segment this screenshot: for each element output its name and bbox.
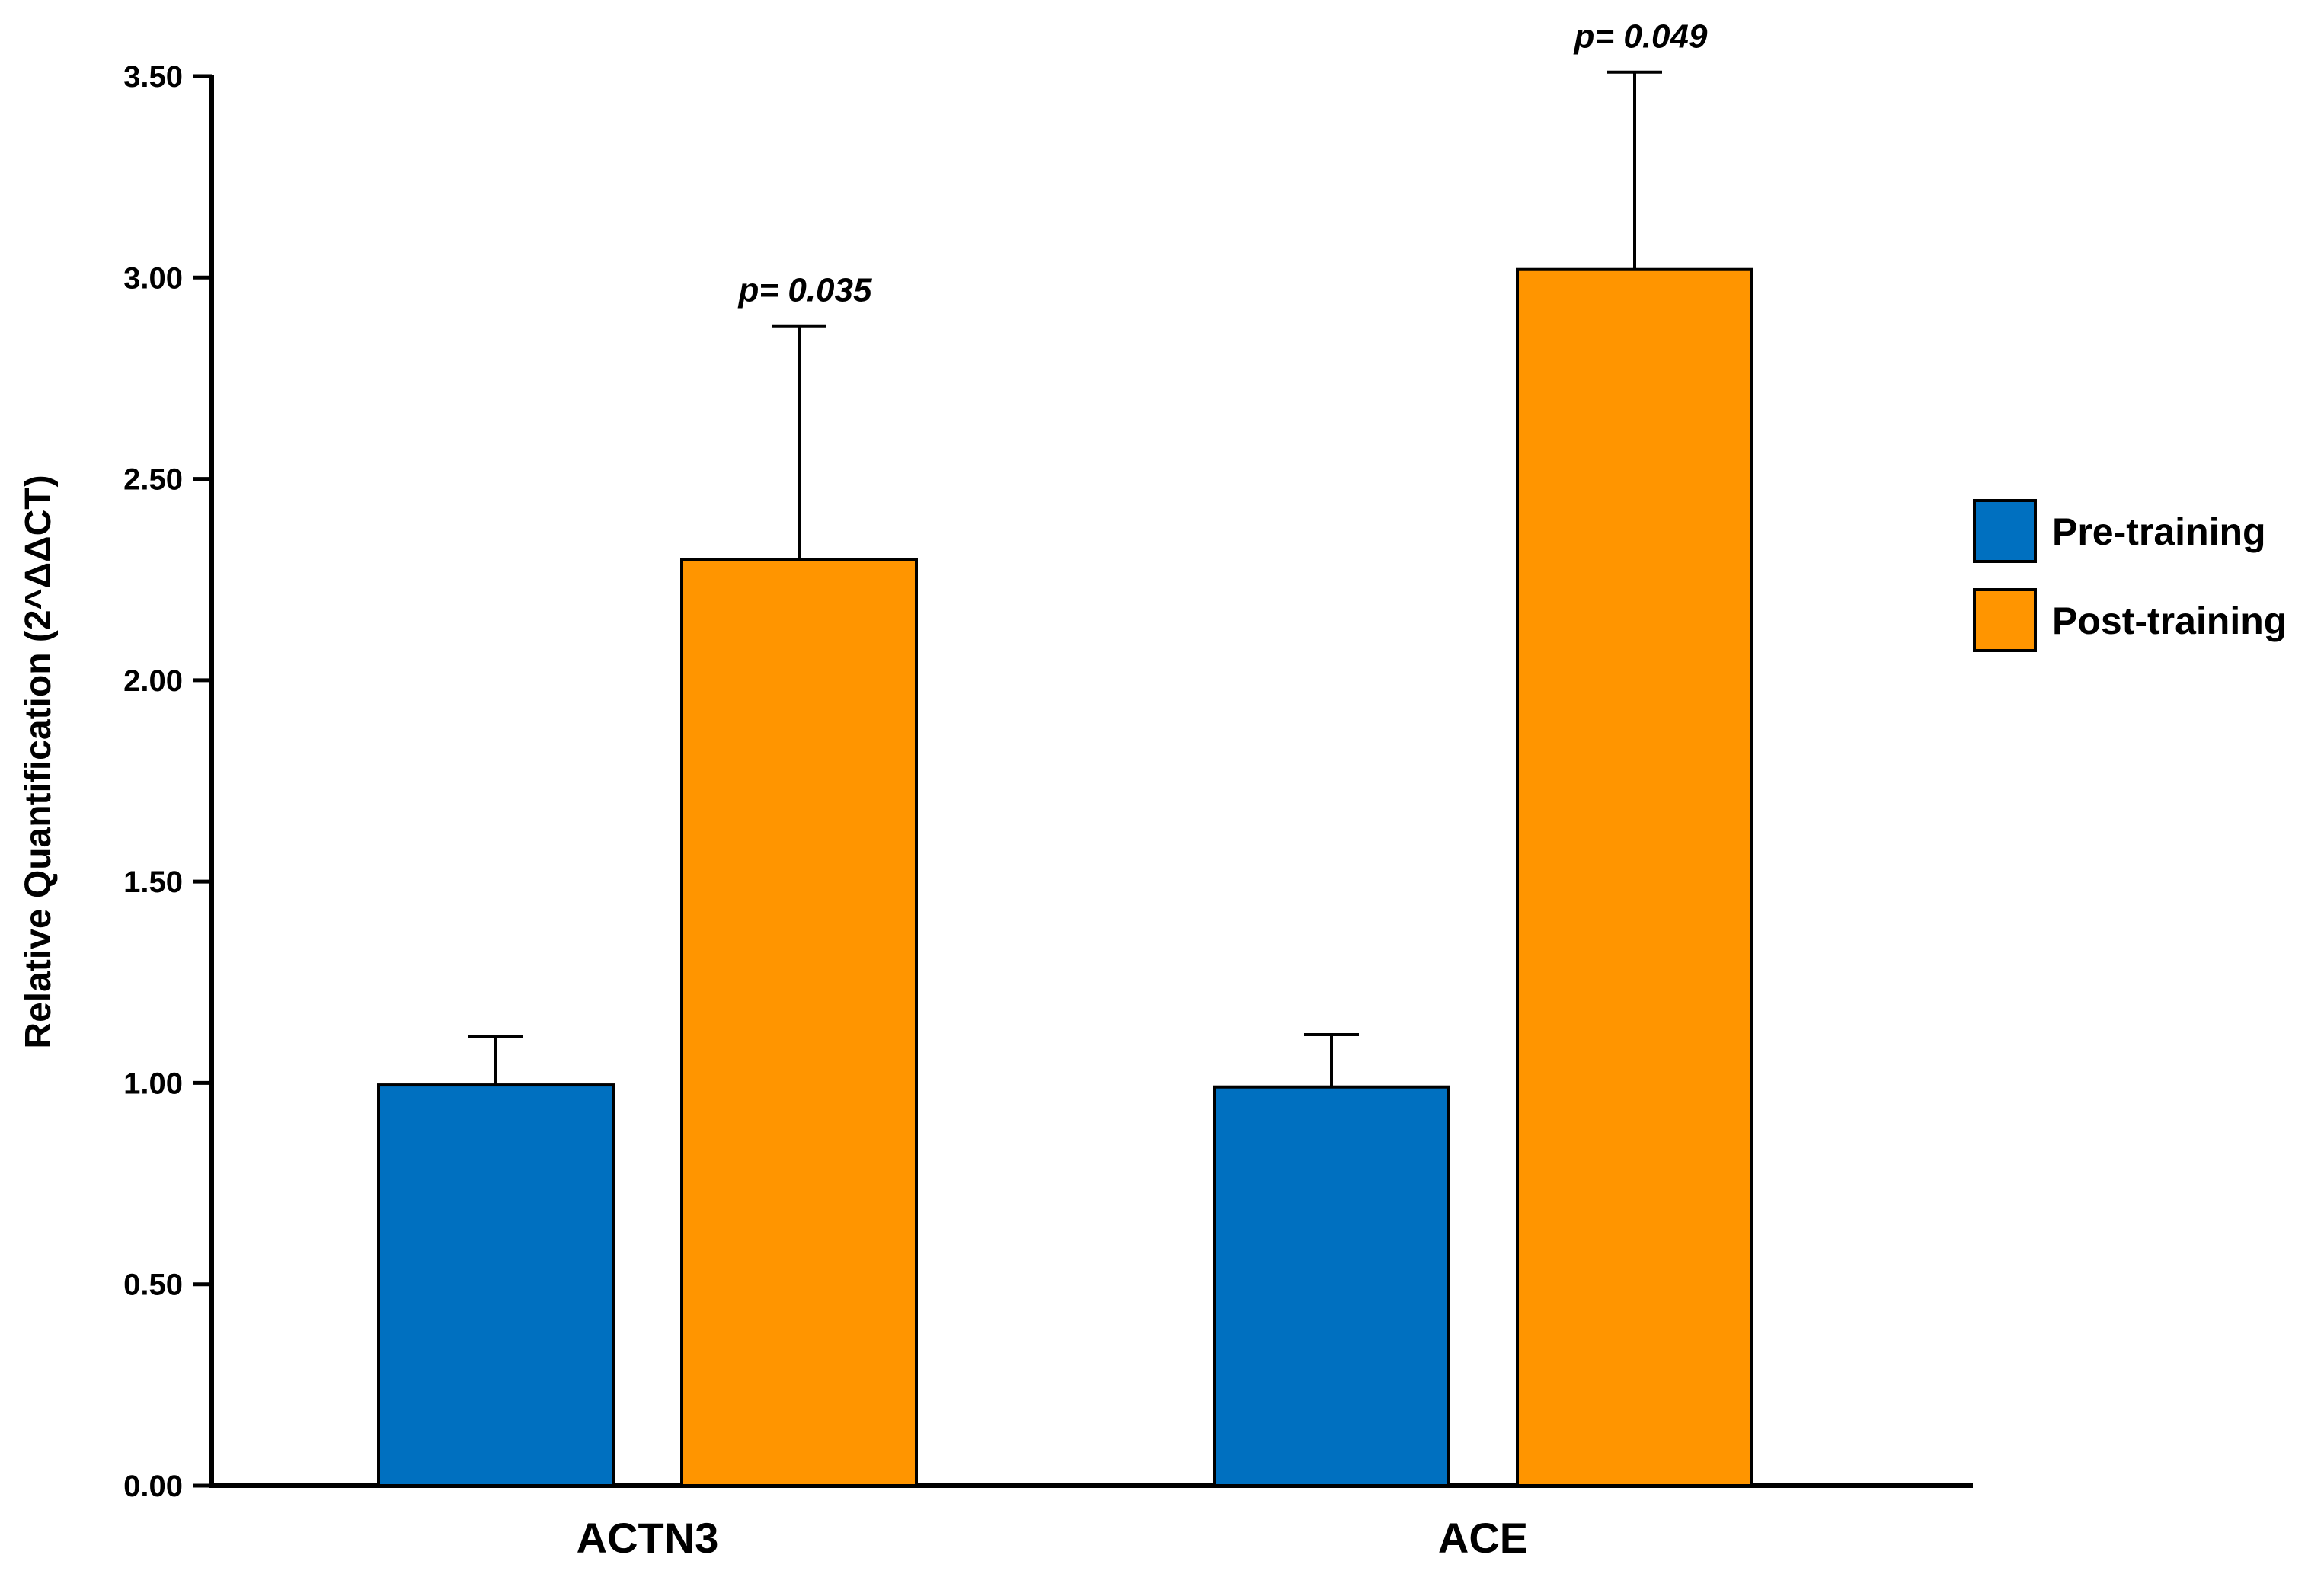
p-value-annotation: p= 0.049 [1574, 18, 1708, 56]
x-category-label: ACE [1438, 1514, 1528, 1562]
y-tick-label: 3.00 [123, 261, 183, 295]
y-tick-label: 1.00 [123, 1067, 183, 1100]
bar-ace-post-training [1516, 267, 1753, 1488]
y-tick-label: 2.50 [123, 463, 183, 497]
bar-ace-pre-training [1213, 1085, 1450, 1487]
y-tick-label: 2.00 [123, 664, 183, 698]
bars [377, 70, 1753, 1488]
x-category-label: ACTN3 [577, 1514, 719, 1562]
labels: 0.00 0.50 1.00 1.50 2.00 2.50 3.00 3.50 ACTN3 ACE… [18, 18, 1708, 1562]
bar-actn3-post-training [680, 558, 918, 1487]
y-tick-label: 0.00 [123, 1470, 183, 1503]
legend-swatch-post-training [1973, 588, 2037, 652]
legend-label-post-training: Post-training [2052, 600, 2287, 642]
y-tick-label: 1.50 [123, 865, 183, 899]
legend-swatch-pre-training [1973, 499, 2037, 563]
y-axis-title: Relative Quantification (2^ΔΔCT) [18, 475, 59, 1048]
y-tick-label: 0.50 [123, 1268, 183, 1302]
bar-actn3-pre-training [377, 1083, 615, 1487]
legend: Pre-training Post-training [1973, 499, 2287, 652]
legend-label-pre-training: Pre-training [2052, 510, 2266, 553]
p-value-annotation: p= 0.035 [738, 272, 872, 309]
y-tick-label: 3.50 [123, 60, 183, 94]
